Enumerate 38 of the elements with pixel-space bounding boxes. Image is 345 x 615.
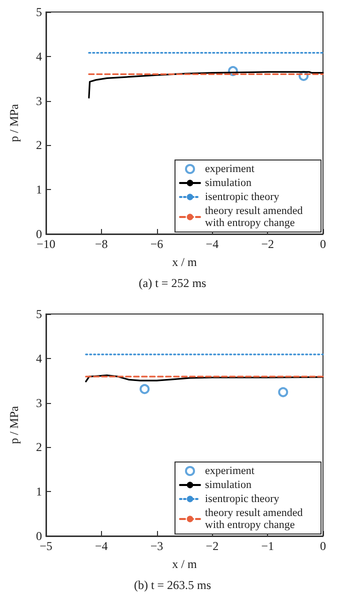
x-tick-label: −4 bbox=[95, 539, 108, 553]
legend-label: simulation bbox=[205, 479, 252, 491]
y-tick-label: 1 bbox=[36, 484, 42, 499]
line-series bbox=[85, 374, 324, 382]
x-tick-label: 0 bbox=[320, 539, 326, 553]
x-tick-label: −3 bbox=[150, 539, 164, 553]
x-tick-label: 0 bbox=[320, 237, 326, 251]
legend-label: experiment bbox=[205, 163, 254, 175]
y-tick-label: 4 bbox=[36, 351, 42, 366]
legend-label: isentropic theory bbox=[205, 191, 280, 203]
y-tick-label: 3 bbox=[36, 94, 42, 108]
x-axis-title: x / m bbox=[172, 255, 198, 269]
y-tick-label: 2 bbox=[36, 138, 42, 152]
y-axis-title: p / MPa bbox=[7, 103, 21, 142]
x-tick-label: −1 bbox=[261, 539, 274, 553]
legend-label: theory result amended with entropy change bbox=[205, 205, 306, 229]
y-tick-label: 5 bbox=[36, 5, 42, 19]
x-axis-title: x / m bbox=[172, 557, 198, 571]
y-tick-label: 3 bbox=[36, 396, 42, 410]
y-tick-label: 4 bbox=[36, 49, 42, 64]
text: (b) t = 263.5 ms bbox=[134, 578, 212, 592]
y-tick-label: 2 bbox=[36, 440, 42, 454]
text: (a) t = 252 ms bbox=[138, 276, 207, 290]
legend-label: simulation bbox=[205, 177, 252, 189]
y-tick-label: 0 bbox=[36, 529, 42, 543]
x-tick-label: −6 bbox=[150, 237, 164, 251]
y-tick-label: 1 bbox=[36, 182, 42, 197]
line-series bbox=[88, 71, 324, 98]
x-tick-label: −5 bbox=[40, 539, 52, 553]
x-tick-label: −8 bbox=[95, 237, 108, 251]
legend-label: theory result amended with entropy change bbox=[205, 507, 306, 531]
legend-label: isentropic theory bbox=[205, 493, 280, 505]
legend-label: experiment bbox=[205, 465, 254, 477]
y-axis-title: p / MPa bbox=[7, 405, 21, 444]
y-tick-label: 5 bbox=[36, 307, 42, 321]
x-tick-label: −2 bbox=[206, 539, 219, 553]
x-tick-label: −4 bbox=[206, 237, 219, 251]
x-tick-label: −2 bbox=[261, 237, 274, 251]
